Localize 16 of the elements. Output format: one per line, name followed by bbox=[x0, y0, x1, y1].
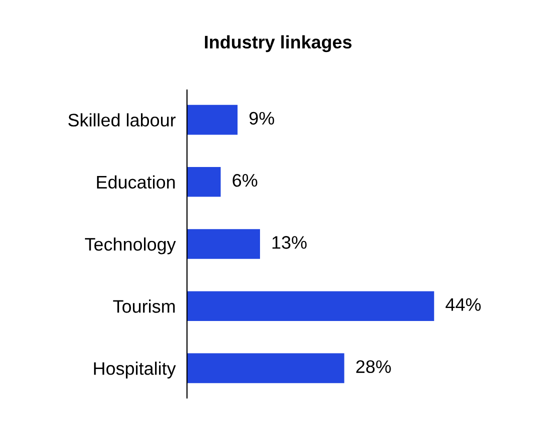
chart-title: Industry linkages bbox=[204, 35, 352, 52]
data-label: 13% bbox=[272, 236, 307, 249]
data-label: 44% bbox=[446, 298, 481, 311]
y-tick-label: Education bbox=[97, 175, 175, 189]
data-label: 9% bbox=[250, 112, 274, 125]
y-tick-label: Technology bbox=[84, 237, 176, 254]
bar bbox=[187, 291, 434, 321]
y-tick-label: Hospitality bbox=[94, 362, 176, 378]
y-tick-label: Tourism bbox=[113, 300, 175, 313]
data-label: 6% bbox=[232, 174, 258, 187]
bar bbox=[187, 104, 238, 135]
y-tick-label: Skilled labour bbox=[68, 113, 176, 127]
bar bbox=[187, 353, 344, 384]
data-label: 28% bbox=[356, 360, 391, 374]
bar bbox=[187, 229, 260, 259]
bar bbox=[187, 167, 221, 197]
